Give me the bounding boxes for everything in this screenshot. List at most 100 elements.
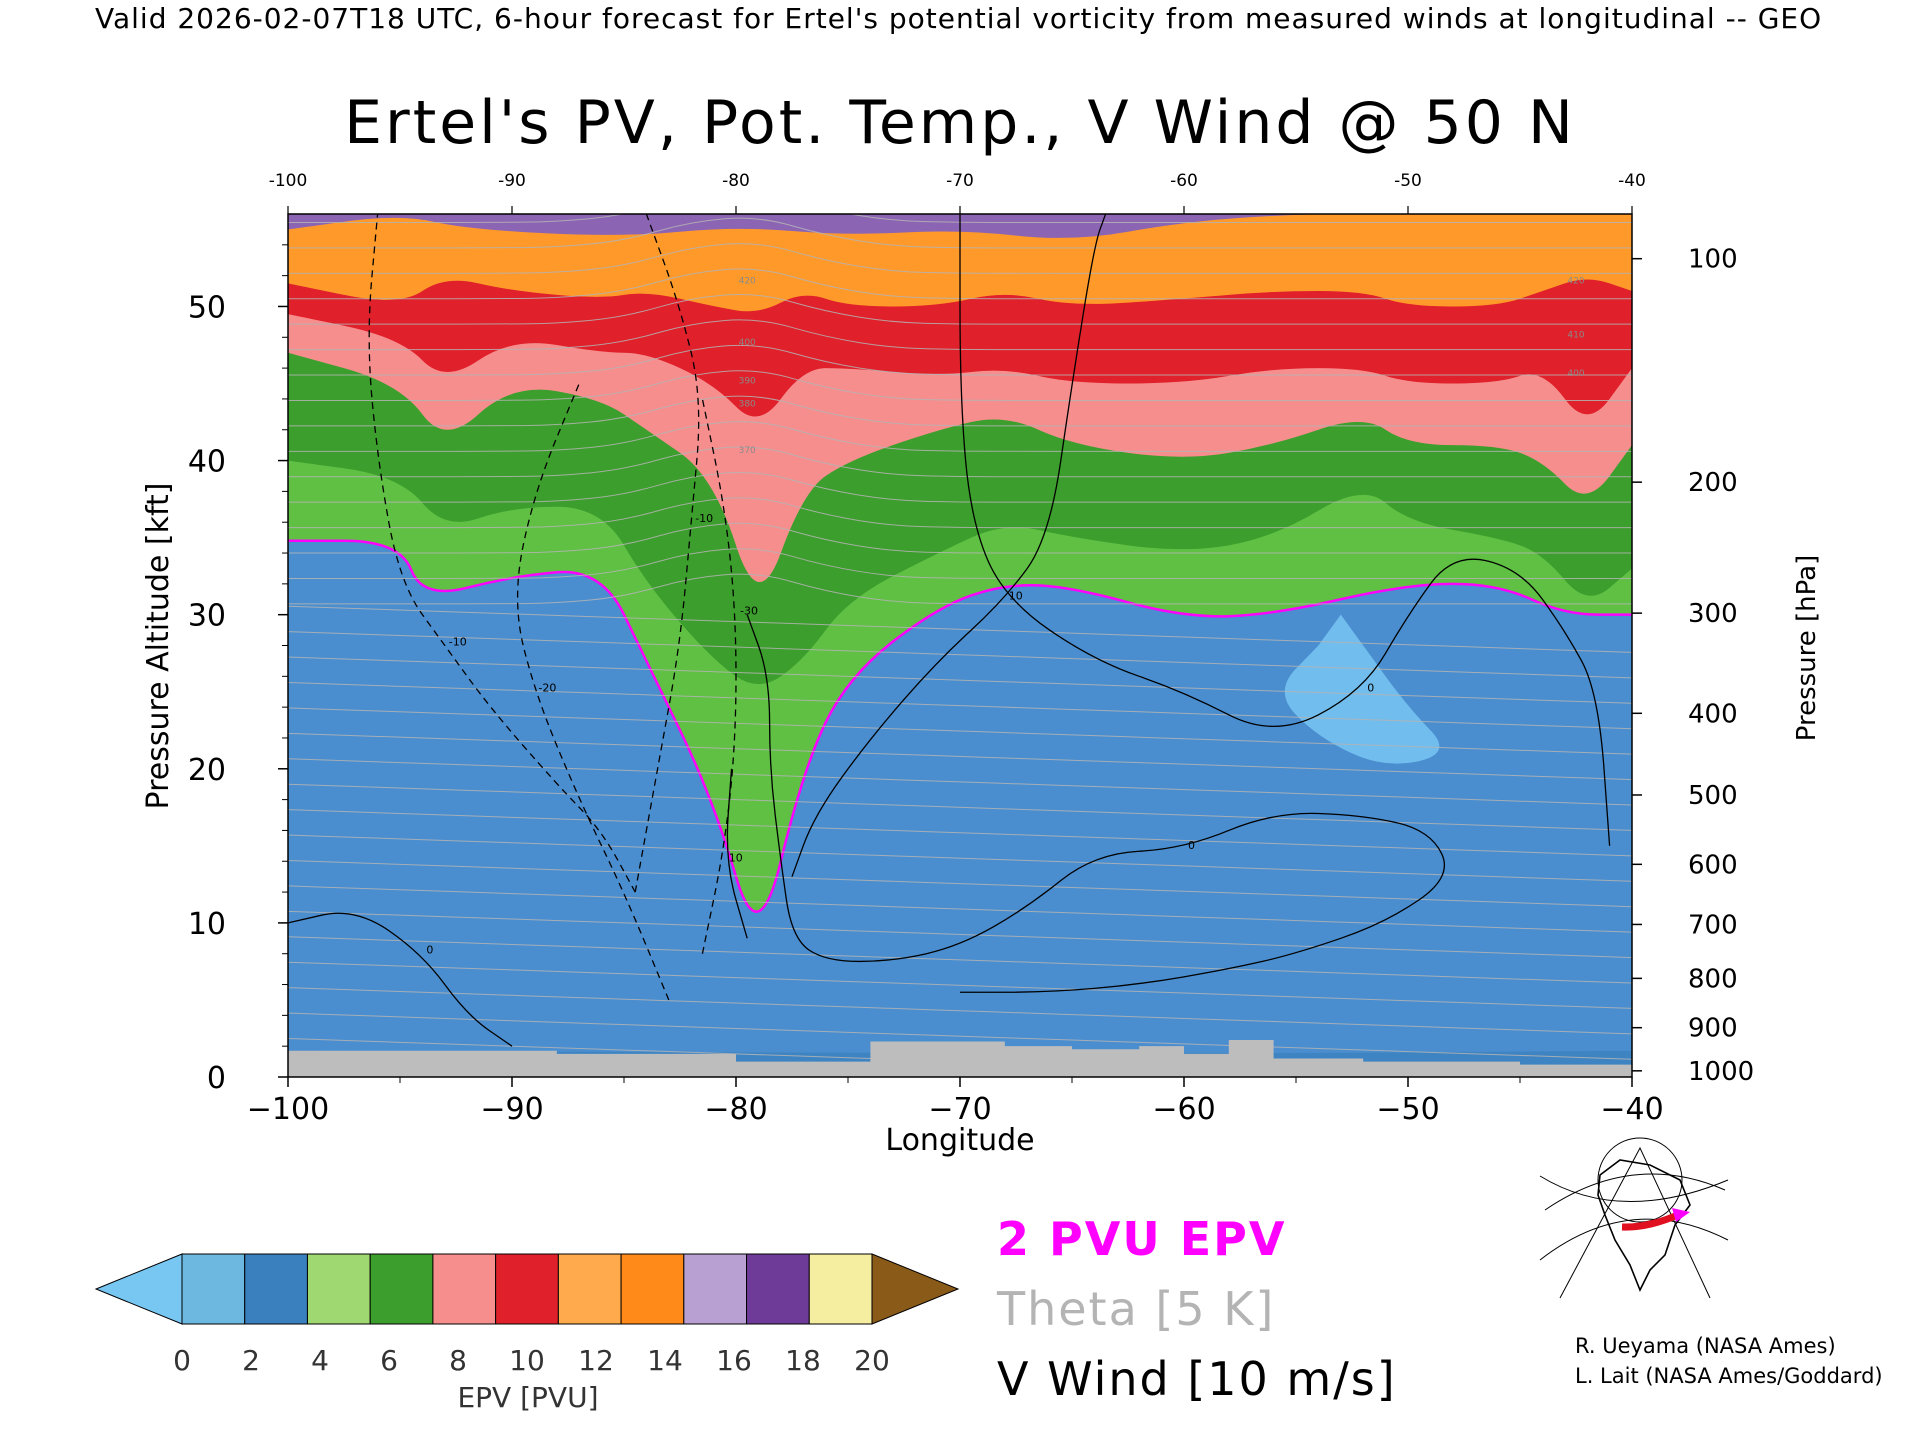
x-top-tick-label: -100: [269, 171, 308, 191]
colorbar-swatch: [181, 1253, 246, 1325]
pressure-tick-label: 800: [1688, 964, 1738, 994]
theta-isentrope: [288, 707, 1632, 755]
theta-label: 420: [1567, 276, 1584, 286]
colorbar-swatch: [808, 1253, 873, 1325]
y-axis-label: Pressure Altitude [kft]: [141, 483, 176, 810]
map-graticule: [1544, 1173, 1726, 1211]
y-tick-label: 20: [188, 753, 226, 788]
v-wind-contour-label: 10: [729, 851, 743, 864]
theta-label: 390: [739, 377, 756, 387]
x-tick-label: −70: [928, 1092, 991, 1127]
colorbar-tick-label: 8: [449, 1344, 467, 1377]
theta-isentrope: [288, 656, 1632, 704]
colorbar-tick-label: 4: [311, 1344, 329, 1377]
theta-isentrope: [288, 834, 1632, 882]
v-wind-contour: [959, 214, 1611, 846]
v-wind-contour: [516, 383, 670, 1001]
colorbar-swatch: [683, 1253, 748, 1325]
x-tick-label: −40: [1600, 1092, 1663, 1127]
v-wind-contour: [368, 214, 636, 893]
theta-isentrope: [288, 859, 1632, 908]
pressure-tick-label: 400: [1688, 699, 1738, 729]
theta-label: 410: [1567, 330, 1584, 340]
pv-2pvu-contour: [288, 539, 1632, 913]
surface-terrain: [288, 1040, 1632, 1077]
x-top-tick-label: -50: [1394, 171, 1422, 191]
theta-label: 420: [739, 276, 756, 286]
theta-label: 370: [739, 446, 756, 456]
x-top-tick-label: -40: [1618, 171, 1646, 191]
v-wind-contour-label: 0: [1188, 839, 1195, 852]
pressure-tick-label: 700: [1688, 910, 1738, 940]
x-tick-label: −50: [1376, 1092, 1439, 1127]
colorbar-tick-label: 18: [785, 1344, 821, 1377]
credit-ueyama: R. Ueyama (NASA Ames): [1575, 1334, 1836, 1358]
chart-title: Ertel's PV, Pot. Temp., V Wind @ 50 N: [344, 88, 1576, 158]
theta-isentrope: [288, 732, 1632, 781]
theta-isentrope: [288, 910, 1632, 959]
theta-isentrope: [288, 1012, 1632, 1060]
theta-isentrope: [288, 573, 1632, 605]
theta-isentrope: [288, 471, 1632, 503]
theta-isentrope: [288, 293, 1632, 325]
theta-isentrope: [288, 809, 1632, 857]
theta-isentrope: [288, 987, 1632, 1035]
v-wind-contour-label: 10: [1009, 589, 1023, 602]
low-pv-patch: [1284, 614, 1440, 764]
theta-isentrope: [288, 522, 1632, 554]
legend-theta: Theta [5 K]: [997, 1282, 1276, 1336]
y-tick-label: 40: [188, 445, 226, 480]
theta-isentrope: [288, 421, 1632, 452]
colorbar-swatch: [746, 1253, 810, 1325]
y-tick-label: 0: [207, 1061, 226, 1096]
theta-isentrope: [288, 631, 1632, 679]
v-wind-contour-label: -30: [740, 605, 758, 618]
locator-map-inset: [1535, 1137, 1731, 1299]
theta-isentrope: [288, 344, 1632, 376]
north-america-outline: [1597, 1159, 1691, 1292]
credit-lait: L. Lait (NASA Ames/Goddard): [1575, 1364, 1883, 1388]
x-top-tick-label: -70: [946, 171, 974, 191]
pressure-tick-label: 1000: [1688, 1057, 1754, 1087]
y2-axis-label: Pressure [hPa]: [1792, 555, 1822, 742]
colorbar-swatch: [306, 1253, 371, 1325]
theta-isentrope: [288, 497, 1632, 529]
pressure-tick-label: 600: [1688, 850, 1738, 880]
v-wind-contour: [701, 398, 737, 954]
y-tick-label: 30: [188, 599, 226, 634]
valid-time-header: Valid 2026-02-07T18 UTC, 6-hour forecast…: [95, 2, 1823, 35]
legend-pv-2pvu: 2 PVU EPV: [997, 1212, 1287, 1266]
x-tick-label: −60: [1152, 1092, 1215, 1127]
colorbar-label: EPV [PVU]: [457, 1381, 598, 1414]
v-wind-contour-label: 0: [1367, 682, 1374, 695]
theta-isentrope: [288, 243, 1632, 274]
pressure-tick-label: 100: [1688, 245, 1738, 275]
y-tick-label: 50: [188, 290, 226, 325]
v-wind-contour-label: -10: [695, 512, 713, 525]
colorbar-swatch: [557, 1253, 622, 1325]
x-axis-label: Longitude: [885, 1123, 1034, 1158]
colorbar-tick-label: 0: [173, 1344, 191, 1377]
v-wind-contour-label: -20: [538, 682, 556, 695]
colorbar-swatch: [495, 1253, 559, 1325]
theta-isentrope: [288, 885, 1632, 933]
pressure-tick-label: 300: [1688, 599, 1738, 629]
colorbar-over-arrow: [871, 1253, 960, 1325]
epv-colorbar: 0 2 4 6 8 10 12 14 16 18 20: [94, 1253, 960, 1377]
theta-isentrope: [288, 370, 1632, 401]
theta-isentrope: [288, 936, 1632, 984]
colorbar-tick-label: 16: [716, 1344, 752, 1377]
x-top-tick-label: -60: [1170, 171, 1198, 191]
colorbar-swatch: [244, 1253, 308, 1325]
pressure-tick-label: 900: [1688, 1014, 1738, 1044]
colorbar-swatch: [369, 1253, 434, 1325]
theta-isentrope: [288, 961, 1632, 1009]
pressure-tick-label: 500: [1688, 781, 1738, 811]
v-wind-contour: [634, 214, 700, 893]
theta-isentrope: [288, 319, 1632, 351]
colorbar-tick-label: 14: [647, 1344, 683, 1377]
colorbar-under-arrow: [94, 1253, 183, 1325]
x-top-tick-label: -90: [498, 171, 526, 191]
theta-isentrope: [288, 268, 1632, 300]
